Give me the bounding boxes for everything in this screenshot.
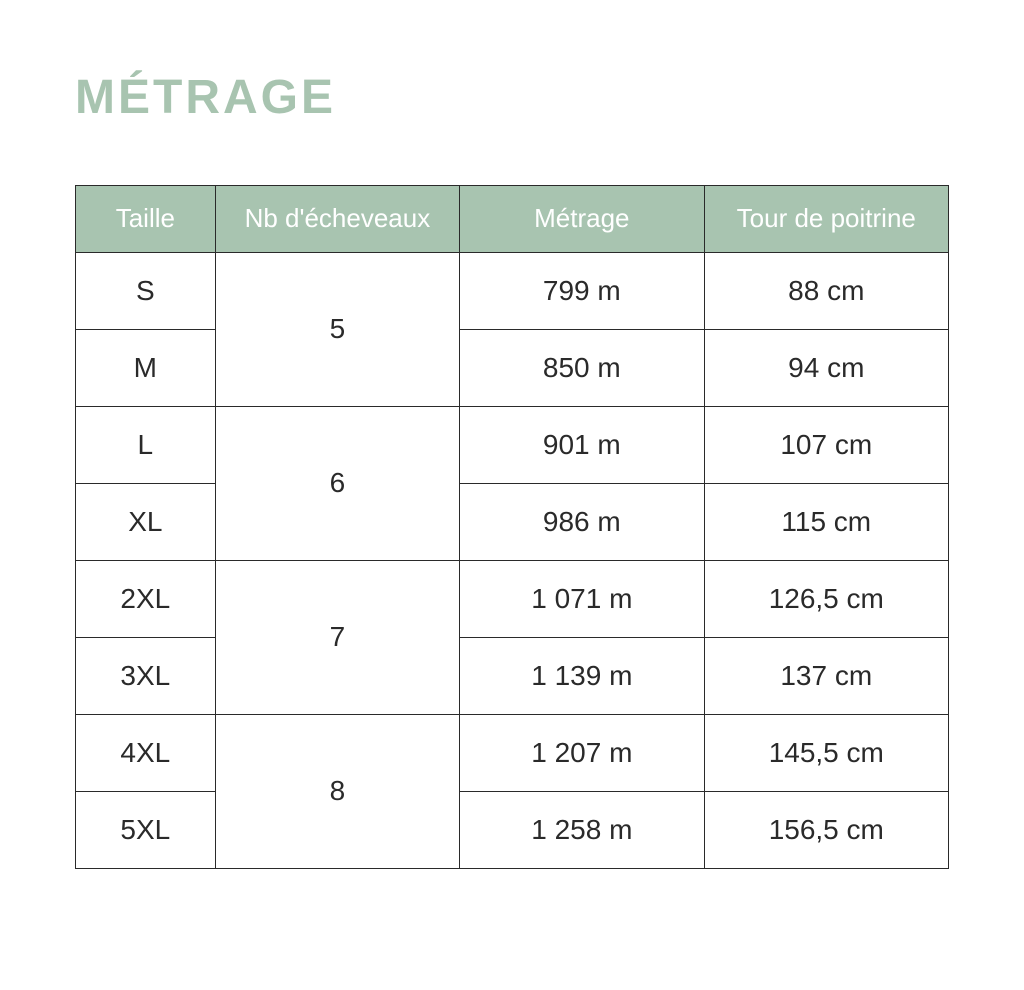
page-title: MÉTRAGE	[75, 70, 949, 125]
cell-metrage: 1 139 m	[460, 637, 704, 714]
table-row: M 850 m94 cm	[76, 329, 949, 406]
cell-taille: 4XL	[76, 714, 216, 791]
col-header-nb: Nb d'écheveaux	[215, 186, 459, 253]
cell-metrage: 901 m	[460, 406, 704, 483]
table-row: L6901 m107 cm	[76, 406, 949, 483]
cell-tour: 88 cm	[704, 252, 948, 329]
cell-metrage: 850 m	[460, 329, 704, 406]
cell-tour: 156,5 cm	[704, 791, 948, 868]
table-row: S5799 m88 cm	[76, 252, 949, 329]
cell-taille: 5XL	[76, 791, 216, 868]
cell-metrage: 799 m	[460, 252, 704, 329]
cell-tour: 145,5 cm	[704, 714, 948, 791]
cell-tour: 94 cm	[704, 329, 948, 406]
col-header-tour: Tour de poitrine	[704, 186, 948, 253]
table-row: 5XL 1 258 m156,5 cm	[76, 791, 949, 868]
cell-metrage: 1 258 m	[460, 791, 704, 868]
cell-tour: 126,5 cm	[704, 560, 948, 637]
cell-nb: 6	[215, 406, 459, 560]
table-row: 2XL71 071 m126,5 cm	[76, 560, 949, 637]
col-header-taille: Taille	[76, 186, 216, 253]
cell-tour: 137 cm	[704, 637, 948, 714]
cell-tour: 107 cm	[704, 406, 948, 483]
cell-metrage: 986 m	[460, 483, 704, 560]
cell-nb: 8	[215, 714, 459, 868]
cell-taille: L	[76, 406, 216, 483]
cell-taille: XL	[76, 483, 216, 560]
cell-tour: 115 cm	[704, 483, 948, 560]
table-row: 3XL 1 139 m137 cm	[76, 637, 949, 714]
col-header-metrage: Métrage	[460, 186, 704, 253]
cell-nb: 7	[215, 560, 459, 714]
cell-nb: 5	[215, 252, 459, 406]
cell-metrage: 1 071 m	[460, 560, 704, 637]
cell-taille: M	[76, 329, 216, 406]
cell-metrage: 1 207 m	[460, 714, 704, 791]
cell-taille: 3XL	[76, 637, 216, 714]
table-row: 4XL81 207 m145,5 cm	[76, 714, 949, 791]
table-header-row: Taille Nb d'écheveaux Métrage Tour de po…	[76, 186, 949, 253]
metrage-table: Taille Nb d'écheveaux Métrage Tour de po…	[75, 185, 949, 869]
table-row: XL 986 m115 cm	[76, 483, 949, 560]
cell-taille: S	[76, 252, 216, 329]
cell-taille: 2XL	[76, 560, 216, 637]
